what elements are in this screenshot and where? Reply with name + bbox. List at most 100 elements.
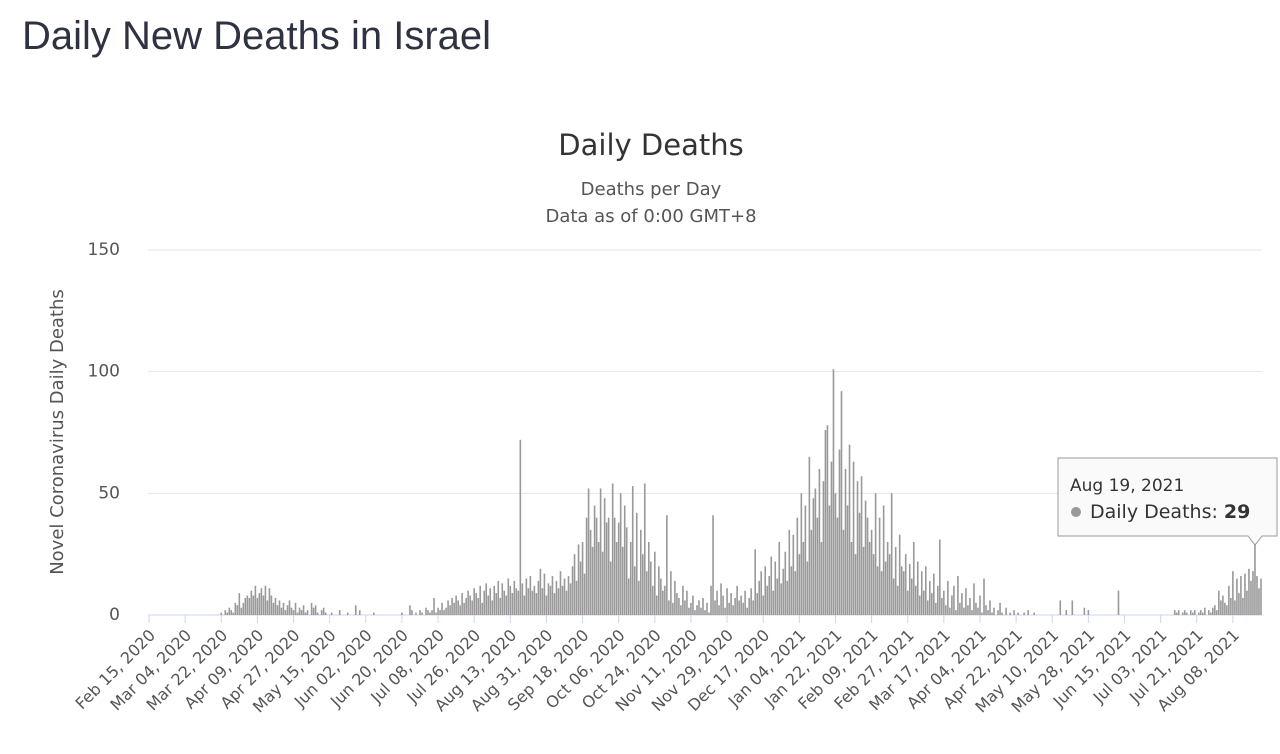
bar <box>692 595 694 615</box>
bar <box>278 600 281 615</box>
bar <box>607 517 610 615</box>
bar <box>304 612 307 615</box>
bar <box>533 585 536 615</box>
y-tick-label: 50 <box>98 483 120 503</box>
bar <box>748 597 750 615</box>
bar <box>802 542 805 615</box>
bar <box>922 590 925 615</box>
bar <box>501 583 504 615</box>
bar <box>471 600 473 615</box>
bar <box>240 607 243 615</box>
bar <box>1183 610 1186 615</box>
bar <box>587 488 590 615</box>
bar <box>760 571 763 615</box>
bar <box>306 610 309 615</box>
bar <box>565 590 568 615</box>
tooltip-series: Daily Deaths: <box>1090 501 1218 523</box>
bar <box>358 610 361 615</box>
bar <box>1013 610 1015 615</box>
bar <box>244 597 247 615</box>
bar <box>888 554 891 615</box>
bar <box>591 546 594 615</box>
bar <box>316 612 319 615</box>
bar <box>1216 610 1218 615</box>
bar <box>617 522 620 615</box>
bar <box>1222 595 1224 615</box>
bar <box>523 595 526 615</box>
bar <box>894 546 897 615</box>
tooltip-value: 29 <box>1224 501 1250 523</box>
bar <box>820 542 823 615</box>
bar <box>226 612 229 615</box>
bar <box>525 578 528 615</box>
bar <box>916 561 919 615</box>
bar <box>284 610 287 615</box>
bar <box>957 576 959 615</box>
bar <box>806 561 809 615</box>
bar <box>846 505 849 615</box>
bar <box>993 607 995 615</box>
bar <box>834 493 837 615</box>
bar <box>274 597 277 615</box>
tooltip: Aug 19, 2021 Daily Deaths: 29 <box>1057 457 1278 546</box>
bar <box>941 597 943 615</box>
bar <box>690 602 692 615</box>
bar <box>270 595 273 615</box>
bar <box>656 595 658 615</box>
bar <box>435 612 437 615</box>
bar <box>1199 610 1202 615</box>
bar <box>810 529 813 615</box>
bar <box>682 585 684 615</box>
bar <box>621 546 624 615</box>
bar <box>473 588 475 615</box>
bar <box>766 585 769 615</box>
bar <box>794 571 797 615</box>
bar <box>1177 610 1180 615</box>
bar <box>955 610 957 615</box>
bar <box>876 566 879 615</box>
chart-subtitle: Deaths per Day <box>581 179 722 200</box>
bar <box>499 597 502 615</box>
bar <box>674 580 676 615</box>
bar <box>567 576 570 615</box>
bar <box>900 566 903 615</box>
bar <box>623 505 626 615</box>
bar <box>563 578 566 615</box>
bar <box>999 602 1001 615</box>
bar <box>991 612 993 615</box>
bar <box>890 493 893 615</box>
bar <box>878 517 881 615</box>
bar <box>880 571 883 615</box>
bar <box>926 600 929 615</box>
bar <box>870 529 873 615</box>
bar <box>722 595 724 615</box>
bar <box>824 430 827 615</box>
bar <box>248 597 251 615</box>
tooltip-label: Daily Deaths: 29 <box>1090 501 1250 523</box>
bar <box>858 512 861 615</box>
bar <box>1203 607 1206 615</box>
bar <box>1224 602 1226 615</box>
bar <box>816 517 819 615</box>
bar <box>706 602 708 615</box>
bar <box>910 578 913 615</box>
bar <box>300 610 303 615</box>
bar <box>758 580 760 615</box>
bar <box>762 595 765 615</box>
bar <box>920 571 923 615</box>
bar <box>254 585 257 615</box>
bar <box>860 476 863 615</box>
bar <box>310 602 313 615</box>
bar <box>481 602 484 615</box>
bar <box>937 585 939 615</box>
bar <box>539 568 542 615</box>
bar <box>545 595 548 615</box>
bar <box>1208 610 1210 615</box>
bar <box>250 590 253 615</box>
bar <box>884 561 887 615</box>
bar <box>838 449 841 615</box>
bar <box>1017 612 1019 615</box>
bar <box>738 600 740 615</box>
bar <box>643 483 646 615</box>
bar <box>330 612 333 615</box>
